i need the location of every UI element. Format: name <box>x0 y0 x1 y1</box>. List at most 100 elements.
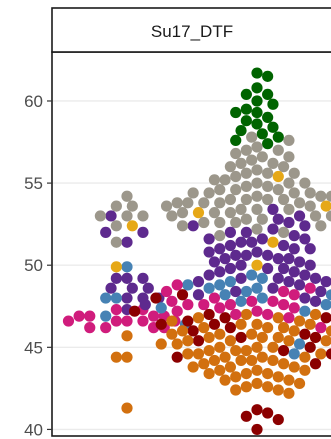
point-g2-198 <box>293 315 306 327</box>
point-g2-30 <box>278 161 290 173</box>
point-g2-184 <box>299 305 311 317</box>
point-g2-239 <box>267 341 279 353</box>
point-g1-10 <box>100 226 112 238</box>
point-g2-258 <box>235 354 247 367</box>
point-g2-267 <box>251 364 263 376</box>
point-g2-216 <box>176 325 189 337</box>
point-g2-6 <box>267 98 279 110</box>
point-g2-230 <box>192 335 205 347</box>
point-g2-250 <box>182 348 194 360</box>
point-g2-288 <box>251 423 263 436</box>
point-g2-266 <box>187 361 199 373</box>
point-g2-168 <box>309 295 322 307</box>
point-g2-205 <box>208 318 221 330</box>
point-g1-29 <box>100 310 112 322</box>
point-g1-2 <box>110 200 122 212</box>
point-g1-18 <box>126 282 138 294</box>
point-g1-38 <box>62 315 75 327</box>
point-g2-254 <box>299 351 311 363</box>
point-g2-257 <box>267 354 279 367</box>
point-g2-128 <box>246 269 258 281</box>
point-g2-219 <box>214 328 226 340</box>
point-g2-255 <box>171 351 183 363</box>
point-g1-17 <box>137 272 149 284</box>
point-g1-13 <box>121 261 133 273</box>
point-g2-48 <box>288 187 300 199</box>
point-g2-277 <box>251 377 263 390</box>
point-g2-16 <box>246 131 258 143</box>
point-g2-174 <box>320 299 331 311</box>
point-g2-270 <box>262 367 274 380</box>
point-g2-114 <box>230 249 242 261</box>
point-g2-35 <box>288 167 300 179</box>
point-g2-107 <box>288 243 300 255</box>
point-g2-73 <box>208 207 221 219</box>
point-g2-74 <box>192 207 205 219</box>
point-g2-218 <box>246 328 258 340</box>
point-g1-30 <box>148 310 160 322</box>
point-g2-32 <box>251 164 263 176</box>
point-g2-21 <box>251 141 263 153</box>
point-g2-70 <box>235 203 247 215</box>
y-tick-label-40: 40 <box>24 420 43 439</box>
point-g2-283 <box>283 387 295 399</box>
point-g2-265 <box>288 361 300 373</box>
point-g2-197 <box>320 312 331 324</box>
point-g2-165 <box>246 295 258 307</box>
point-g2-208 <box>262 322 274 334</box>
point-g2-199 <box>182 315 194 327</box>
point-g1-34 <box>121 315 133 327</box>
point-g1-20 <box>142 282 154 294</box>
point-g2-68 <box>251 203 263 215</box>
point-g2-117 <box>219 253 231 265</box>
point-g2-95 <box>278 226 290 238</box>
point-g2-161 <box>299 292 311 304</box>
point-g2-135 <box>224 276 236 288</box>
point-g1-14 <box>110 261 122 273</box>
point-g2-175 <box>182 299 194 311</box>
point-g2-14 <box>235 124 247 137</box>
point-g2-132 <box>235 272 247 284</box>
point-g2-155 <box>288 289 300 301</box>
point-g2-140 <box>293 279 306 291</box>
point-g2-233 <box>293 338 306 350</box>
point-g2-10 <box>262 111 274 124</box>
point-g2-120 <box>251 259 263 271</box>
point-g2-212 <box>315 322 327 334</box>
point-g2-189 <box>240 308 252 321</box>
point-g1-24 <box>100 292 112 304</box>
point-g2-282 <box>230 384 242 396</box>
point-g2-275 <box>283 374 295 386</box>
point-g2-79 <box>166 210 178 222</box>
point-g2-110 <box>251 246 263 258</box>
point-g2-227 <box>309 331 322 344</box>
point-g2-116 <box>283 253 295 265</box>
point-g2-76 <box>293 210 306 222</box>
point-g2-204 <box>235 318 247 330</box>
point-g2-269 <box>299 364 311 376</box>
point-g2-51 <box>187 187 199 199</box>
point-g2-86 <box>214 216 226 229</box>
point-g2-84 <box>230 216 242 229</box>
point-g1-47 <box>121 402 133 414</box>
point-g2-237 <box>155 338 167 350</box>
point-g2-228 <box>224 335 236 347</box>
point-g1-27 <box>110 303 122 316</box>
point-g2-113 <box>240 249 252 261</box>
point-g2-172 <box>224 299 236 311</box>
point-g2-106 <box>224 239 236 252</box>
point-g2-229 <box>283 335 295 347</box>
y-tick-label-60: 60 <box>24 92 43 111</box>
point-g2-38 <box>219 174 231 186</box>
points-layer <box>62 67 331 436</box>
point-g1-3 <box>121 210 133 222</box>
point-g2-42 <box>299 177 311 189</box>
point-g2-214 <box>187 325 199 337</box>
point-g2-279 <box>262 381 274 393</box>
point-g2-57 <box>278 193 290 206</box>
point-g2-137 <box>192 276 205 288</box>
point-g2-29 <box>235 157 247 169</box>
point-g2-176 <box>139 299 151 311</box>
point-g2-111 <box>203 246 215 258</box>
